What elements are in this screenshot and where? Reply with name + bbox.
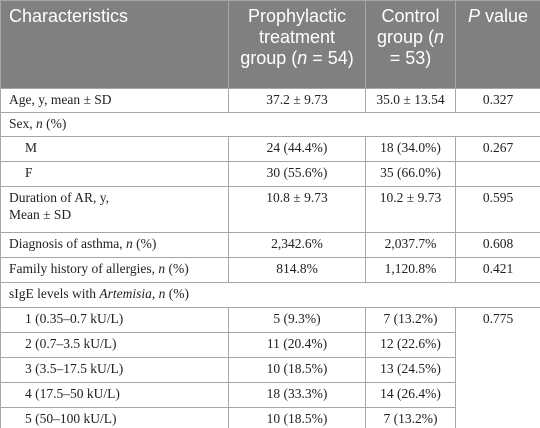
cell: 7 (13.2%)	[365, 407, 456, 428]
header-text: Prophylactic treatment group (	[240, 6, 347, 68]
label-cell: 1 (0.35–0.7 kU/L)	[0, 307, 229, 333]
row: Duration of AR, y, Mean ± SD 10.8 ± 9.73 …	[0, 186, 540, 233]
label-text: ,	[151, 286, 159, 301]
cell: 24 (44.4%)	[228, 136, 366, 162]
cell: 30 (55.6%)	[228, 161, 366, 187]
header-text: P	[467, 6, 480, 26]
cell: 18 (33.3%)	[228, 382, 366, 408]
row: 4 (17.5–50 kU/L) 18 (33.3%) 14 (26.4%)	[0, 382, 540, 408]
label-cell: 4 (17.5–50 kU/L)	[0, 382, 229, 408]
cell: 2,342.6%	[228, 232, 366, 258]
row: Diagnosis of asthma, n (%) 2,342.6% 2,03…	[0, 232, 540, 258]
cell: 35 (66.0%)	[365, 161, 456, 187]
cell: 1,120.8%	[365, 257, 456, 283]
cell: 10.2 ± 9.73	[365, 186, 456, 233]
cell: 14 (26.4%)	[365, 382, 456, 408]
label-text: (%)	[132, 236, 157, 251]
row: M 24 (44.4%) 18 (34.0%) 0.267	[0, 136, 540, 162]
cell: 814.8%	[228, 257, 366, 283]
cell: 0.327	[455, 88, 540, 113]
label-text: (%)	[165, 261, 189, 276]
cell: 12 (22.6%)	[365, 332, 456, 358]
label-text: n	[158, 261, 166, 276]
label-text: (%)	[42, 116, 67, 131]
header-text: value	[479, 6, 529, 26]
cell: 0.775	[455, 307, 540, 428]
label-cell: sIgE levels with Artemisia, n (%)	[0, 282, 540, 308]
cell: 35.0 ± 13.54	[365, 88, 456, 113]
cell: 0.267	[455, 136, 540, 162]
label-cell: 5 (50–100 kU/L)	[0, 407, 229, 428]
label-cell: F	[0, 161, 229, 187]
header-cell: P value	[455, 0, 540, 89]
cell: 18 (34.0%)	[365, 136, 456, 162]
cell: 0.608	[455, 232, 540, 258]
header-text: Control group (	[376, 6, 440, 47]
label-cell: 2 (0.7–3.5 kU/L)	[0, 332, 229, 358]
row: 1 (0.35–0.7 kU/L) 5 (9.3%) 7 (13.2%) 0.7…	[0, 307, 540, 428]
cell: 2,037.7%	[365, 232, 456, 258]
label-text: Diagnosis of asthma,	[9, 236, 126, 251]
label-text: Family history of allergies,	[9, 261, 159, 276]
row: Family history of allergies, n (%) 814.8…	[0, 257, 540, 283]
header-row: Characteristics Prophylactic treatment g…	[0, 0, 540, 89]
header-text: = 54)	[307, 48, 354, 68]
row: F 30 (55.6%) 35 (66.0%)	[0, 161, 540, 187]
label-cell: M	[0, 136, 229, 162]
label-text: n	[36, 116, 43, 131]
label-text: Mean ± SD	[9, 207, 72, 222]
label-text: n	[158, 286, 166, 301]
label-text: (%)	[165, 286, 189, 301]
cell: 13 (24.5%)	[365, 357, 456, 383]
header-text: n	[434, 27, 445, 47]
header-cell: Control group (n = 53)	[365, 0, 456, 89]
label-cell: Diagnosis of asthma, n (%)	[0, 232, 229, 258]
cell: 10 (18.5%)	[228, 357, 366, 383]
row: Sex, n (%)	[0, 112, 540, 137]
label-cell: 3 (3.5–17.5 kU/L)	[0, 357, 229, 383]
label-cell: Sex, n (%)	[0, 112, 540, 137]
label-cell: Family history of allergies, n (%)	[0, 257, 229, 283]
empty-cell	[455, 161, 540, 187]
cell: 0.421	[455, 257, 540, 283]
header-text: = 53)	[389, 48, 432, 68]
label-cell: Age, y, mean ± SD	[0, 88, 229, 113]
label-text: Artemisia	[99, 286, 152, 301]
label-text: Duration of AR, y,	[9, 190, 109, 205]
cell: 10.8 ± 9.73	[228, 186, 366, 233]
row: sIgE levels with Artemisia, n (%)	[0, 282, 540, 308]
cell: 11 (20.4%)	[228, 332, 366, 358]
label-text: Sex,	[9, 116, 36, 131]
cell: 5 (9.3%)	[228, 307, 366, 333]
cell: 0.595	[455, 186, 540, 233]
label-cell: Duration of AR, y, Mean ± SD	[0, 186, 229, 233]
header-cell: Prophylactic treatment group (n = 54)	[228, 0, 366, 89]
row: Age, y, mean ± SD 37.2 ± 9.73 35.0 ± 13.…	[0, 88, 540, 113]
row: 5 (50–100 kU/L) 10 (18.5%) 7 (13.2%)	[0, 407, 540, 428]
header-text: n	[297, 48, 308, 68]
cell: 10 (18.5%)	[228, 407, 366, 428]
label-text: n	[126, 236, 133, 251]
label-text: sIgE levels with	[9, 286, 100, 301]
header-cell: Characteristics	[0, 0, 229, 89]
cell: 7 (13.2%)	[365, 307, 456, 333]
cell: 37.2 ± 9.73	[228, 88, 366, 113]
